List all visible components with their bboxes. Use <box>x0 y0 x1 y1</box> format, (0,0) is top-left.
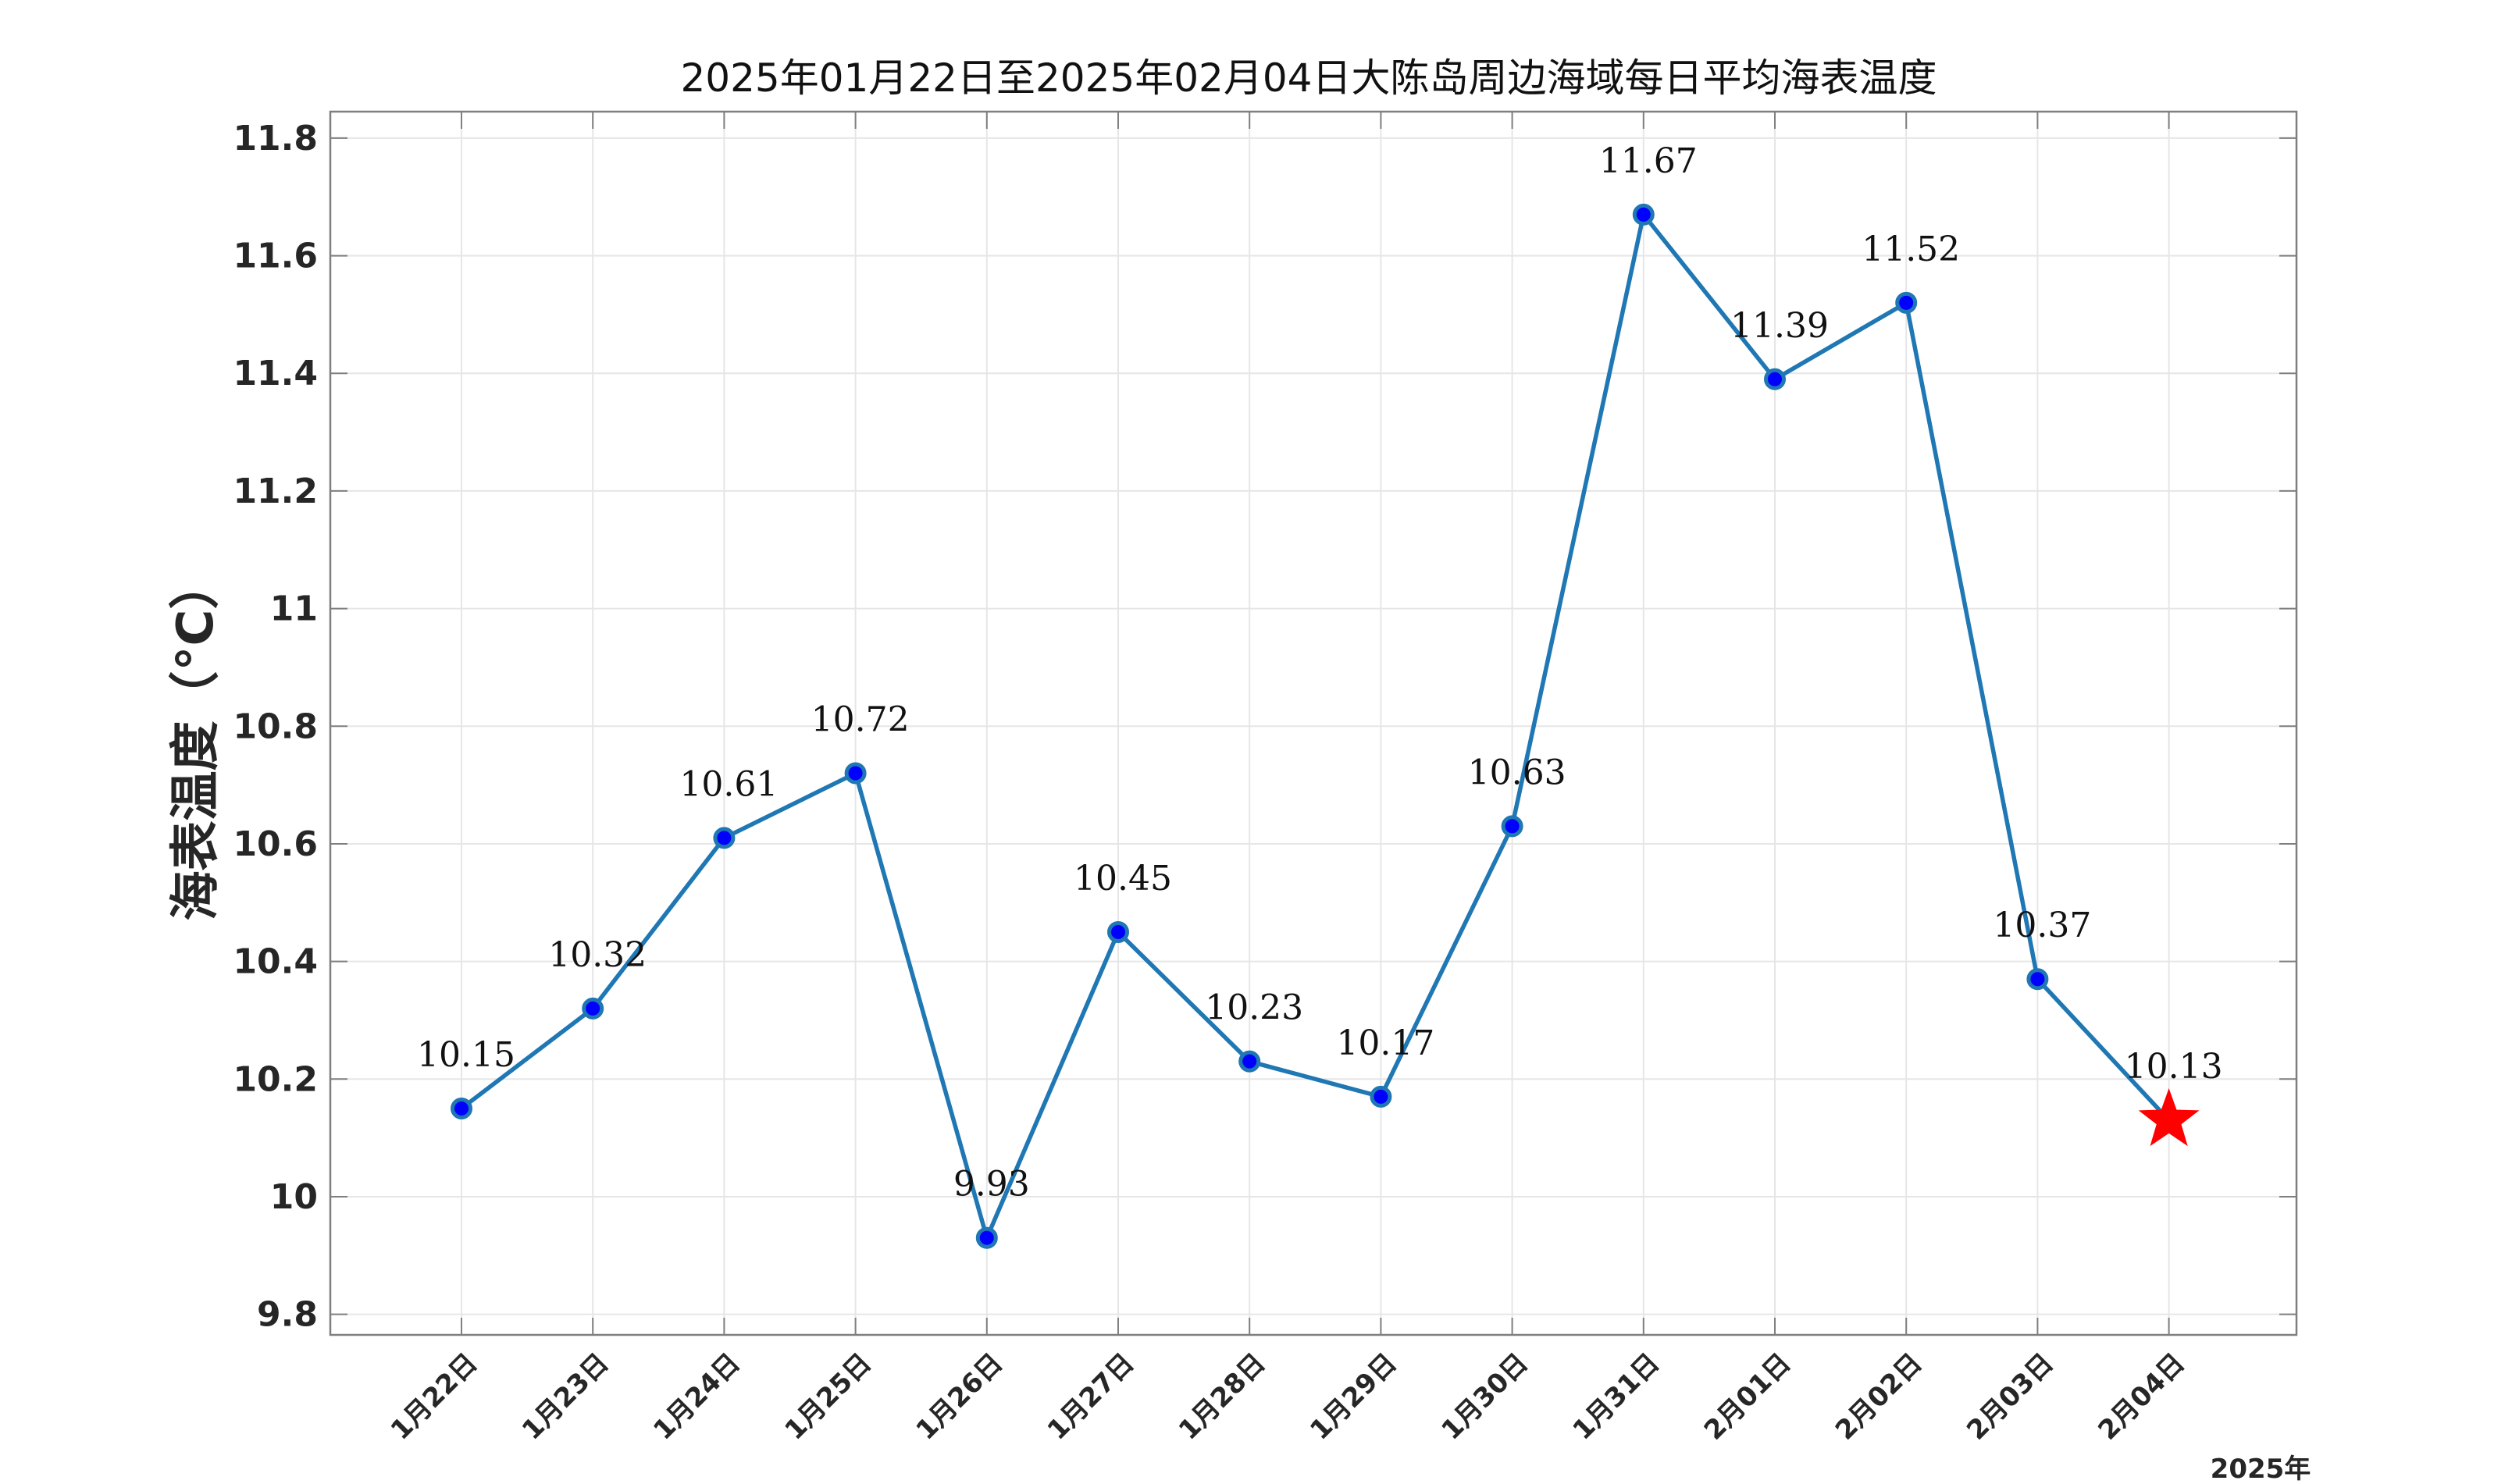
grid-lines <box>330 112 2296 1335</box>
data-label: 10.23 <box>1205 988 1303 1028</box>
data-point-marker <box>582 997 604 1020</box>
data-label: 10.32 <box>548 935 647 975</box>
highlight-star-marker <box>2138 1088 2200 1147</box>
y-axis: 9.8 10 10.2 10.4 10.6 10.8 11 11.2 11.4 11.6 11.8 <box>233 119 2296 1335</box>
x-axis-year-label: 2025年 <box>2211 1454 2311 1484</box>
y-axis-label: 海表温度（°C） <box>167 560 225 921</box>
series-sea-surface-temperature <box>451 203 2200 1249</box>
x-tick-label: 2月01日 <box>1698 1347 1798 1447</box>
data-label: 10.17 <box>1336 1023 1434 1063</box>
data-label: 10.63 <box>1468 753 1566 792</box>
x-tick-label: 1月29日 <box>1304 1347 1403 1447</box>
y-tick-label: 10.8 <box>233 706 318 746</box>
data-label: 10.13 <box>2125 1047 2223 1087</box>
data-point-marker <box>2026 968 2049 991</box>
y-tick-label: 10.6 <box>233 824 318 864</box>
x-tick-label: 1月30日 <box>1435 1347 1534 1447</box>
data-point-marker <box>713 827 736 849</box>
x-tick-label: 2月03日 <box>1961 1347 2060 1447</box>
x-tick-label: 2月04日 <box>2092 1347 2191 1447</box>
x-tick-label: 1月27日 <box>1042 1347 1141 1447</box>
data-label: 10.72 <box>811 700 910 740</box>
data-point-marker <box>451 1097 472 1119</box>
data-point-marker <box>1764 368 1786 390</box>
data-point-marker <box>1238 1050 1261 1073</box>
chart-title: 2025年01月22日至2025年02月04日大陈岛周边海域每日平均海表温度 <box>681 55 1937 101</box>
data-label: 10.61 <box>679 764 778 804</box>
data-point-marker <box>1501 815 1523 838</box>
y-tick-label: 9.8 <box>257 1295 318 1335</box>
data-point-marker <box>1370 1085 1392 1108</box>
y-tick-label: 11.6 <box>233 237 318 276</box>
data-point-marker <box>975 1226 998 1249</box>
data-point-marker <box>844 762 867 785</box>
data-point-marker <box>1895 291 1918 314</box>
data-label: 10.37 <box>1993 906 2091 945</box>
plot-area-frame <box>329 110 2298 1336</box>
data-label: 10.45 <box>1074 859 1172 899</box>
x-axis: 1月22日 1月23日 1月24日 1月25日 1月26日 1月27日 1月28日 1月29日… <box>385 112 2191 1447</box>
data-labels: 10.15 10.32 10.61 10.72 9.93 10.45 10.23 10.17 1… <box>417 141 2223 1205</box>
data-point-marker <box>1107 920 1129 943</box>
y-tick-label: 11 <box>270 589 318 629</box>
data-label: 11.39 <box>1730 306 1829 346</box>
y-tick-label: 11.2 <box>233 472 318 511</box>
x-tick-label: 1月22日 <box>385 1347 484 1447</box>
x-tick-label: 1月25日 <box>779 1347 878 1447</box>
series-line <box>460 212 2171 1240</box>
y-tick-label: 11.4 <box>233 354 318 393</box>
data-label: 11.67 <box>1599 141 1698 181</box>
y-tick-label: 10.2 <box>233 1059 318 1099</box>
x-tick-label: 1月24日 <box>647 1347 746 1447</box>
data-label: 9.93 <box>953 1165 1030 1205</box>
y-tick-label: 10.4 <box>233 942 318 982</box>
data-label: 10.15 <box>417 1035 515 1075</box>
data-point-marker <box>1632 203 1655 226</box>
x-tick-label: 1月23日 <box>516 1347 615 1447</box>
x-tick-label: 2月02日 <box>1830 1347 1929 1447</box>
x-tick-label: 1月28日 <box>1173 1347 1272 1447</box>
x-tick-label: 1月26日 <box>910 1347 1010 1447</box>
x-tick-label: 1月31日 <box>1567 1347 1666 1447</box>
y-tick-label: 10 <box>270 1177 318 1217</box>
data-label: 11.52 <box>1862 230 1960 269</box>
y-tick-label: 11.8 <box>233 119 318 158</box>
